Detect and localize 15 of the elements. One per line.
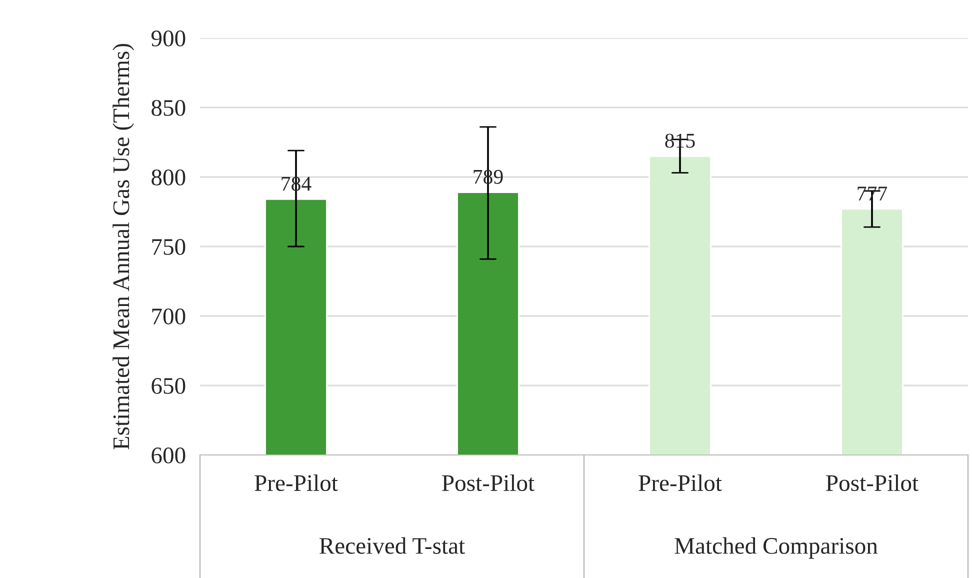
y-tick-label: 600 — [152, 447, 186, 464]
y-tick-label: 850 — [152, 100, 186, 116]
y-tick-label: 700 — [152, 308, 186, 324]
y-tick-label: 650 — [152, 378, 186, 394]
y-tick-label: 800 — [152, 169, 186, 186]
text: Matched Comparison — [674, 537, 878, 559]
x-tick-label: Pre-Pilot — [638, 474, 722, 492]
y-tick-label: 750 — [152, 238, 186, 255]
x-tick-label: Pre-Pilot — [254, 474, 338, 492]
x-tick-label: Post-Pilot — [442, 474, 534, 492]
y-tick-label: 900 — [151, 30, 186, 46]
data-label: 815 — [665, 134, 695, 148]
text: Received T-stat — [320, 537, 465, 554]
x-tick-label: Post-Pilot — [826, 474, 918, 492]
y-axis-title: Estimated Mean Annual Gas Use (Therms) — [112, 44, 134, 450]
